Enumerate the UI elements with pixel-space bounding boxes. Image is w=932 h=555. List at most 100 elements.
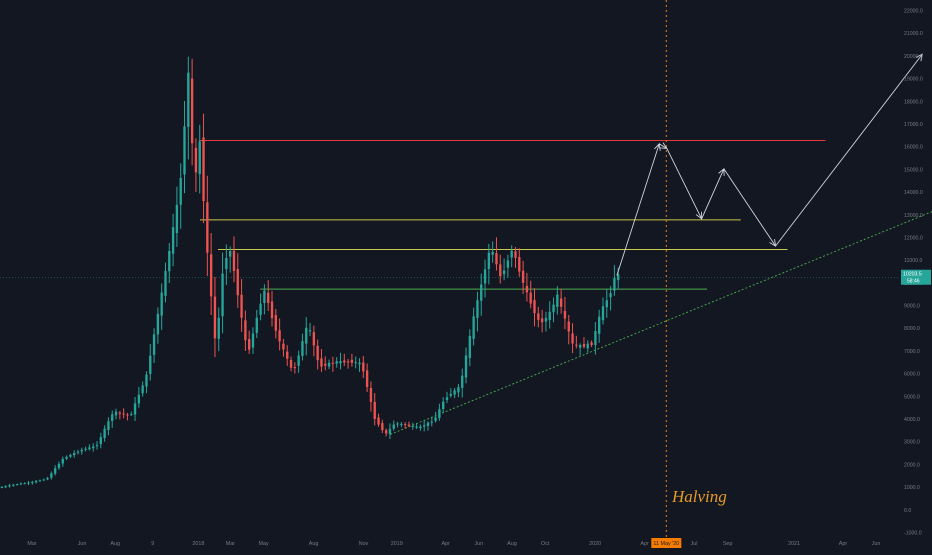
candle-body bbox=[476, 300, 479, 318]
candle-body bbox=[464, 355, 468, 378]
candle-body bbox=[38, 480, 42, 482]
candle-body bbox=[598, 316, 601, 334]
candle-body bbox=[156, 313, 160, 335]
candle-body bbox=[31, 481, 34, 484]
candle-body bbox=[103, 428, 106, 439]
candle-body bbox=[240, 294, 243, 318]
y-tick-label: 6000.0 bbox=[904, 372, 920, 378]
candle-body bbox=[518, 257, 521, 272]
candle-body bbox=[411, 425, 414, 427]
candle-body bbox=[289, 360, 293, 368]
candle-body bbox=[248, 339, 251, 350]
candle-body bbox=[502, 270, 506, 275]
x-tick-label: 2021 bbox=[788, 541, 800, 547]
x-tick-label: Sep bbox=[723, 541, 733, 547]
candle-body bbox=[407, 424, 411, 426]
projection-segment bbox=[775, 53, 923, 247]
horizontal-levels bbox=[0, 140, 900, 290]
candle-body bbox=[42, 479, 45, 481]
candle-body bbox=[95, 445, 99, 447]
candle-body bbox=[84, 448, 87, 450]
candle-body bbox=[487, 252, 491, 269]
candle-body bbox=[521, 270, 525, 283]
candle-body bbox=[544, 317, 548, 322]
x-tick-label: Jun bbox=[474, 541, 483, 547]
candle-body bbox=[27, 482, 30, 484]
candle-body bbox=[590, 342, 593, 346]
candle-body bbox=[369, 387, 373, 403]
x-tick-label: 2020 bbox=[589, 541, 601, 547]
candle-body bbox=[225, 257, 228, 270]
y-tick-label: 11000.0 bbox=[904, 258, 922, 264]
candle-body bbox=[327, 362, 331, 367]
candle-body bbox=[99, 437, 102, 445]
candle-body bbox=[617, 274, 620, 281]
price-axis[interactable]: -1000.0 0.0 1000.0 2000.0 3000.0 4000.0 5000.0… bbox=[904, 9, 923, 537]
candle-body bbox=[449, 393, 452, 396]
candle-body bbox=[4, 486, 7, 488]
y-tick-label: 5000.0 bbox=[904, 394, 920, 400]
candle-body bbox=[514, 251, 517, 258]
y-tick-label: 20000.0 bbox=[904, 54, 923, 60]
time-axis[interactable]: Mar Jun Aug 9 2018 Mar May Aug Nov 2019 Apr Jun Aug O… bbox=[27, 541, 880, 547]
y-tick-label: 19000.0 bbox=[904, 77, 923, 83]
candle-body bbox=[525, 286, 529, 293]
candle-body bbox=[111, 414, 114, 421]
y-tick-label: 18000.0 bbox=[904, 99, 923, 105]
projection-segment bbox=[701, 168, 725, 219]
candle-body bbox=[57, 463, 61, 468]
candle-body bbox=[400, 424, 403, 426]
candle-body bbox=[365, 370, 369, 387]
y-tick-label: 22000.0 bbox=[904, 9, 923, 15]
projection-path bbox=[616, 53, 923, 276]
candle-body bbox=[601, 306, 605, 321]
x-tick-label: Apr bbox=[640, 541, 649, 547]
candle-body bbox=[324, 363, 327, 366]
candle-body bbox=[392, 424, 395, 429]
candle-body bbox=[506, 260, 510, 268]
candle-body bbox=[457, 387, 460, 393]
x-tick-label: 2019 bbox=[391, 541, 403, 547]
candle-body bbox=[213, 296, 217, 339]
candle-body bbox=[130, 414, 133, 416]
x-tick-label: Mar bbox=[27, 541, 36, 547]
candle-body bbox=[69, 454, 72, 457]
candle-body bbox=[423, 425, 426, 427]
candle-body bbox=[171, 227, 175, 254]
candle-body bbox=[12, 484, 15, 486]
halving-date-label: 11 May '20 bbox=[653, 541, 679, 547]
candle-body bbox=[415, 426, 418, 428]
candle-body bbox=[461, 375, 464, 388]
candle-body bbox=[548, 311, 551, 321]
candle-body bbox=[293, 367, 297, 369]
candle-body bbox=[442, 401, 445, 410]
candle-body bbox=[346, 361, 350, 363]
candle-body bbox=[331, 362, 335, 364]
projection-segment bbox=[616, 143, 660, 276]
candle-body bbox=[320, 358, 323, 367]
candle-body bbox=[118, 412, 122, 414]
candle-body bbox=[453, 390, 456, 395]
candle-body bbox=[586, 343, 589, 349]
projection-arrowhead bbox=[915, 53, 923, 62]
candle-body bbox=[50, 473, 53, 478]
candle-body bbox=[297, 355, 300, 366]
candle-body bbox=[609, 293, 612, 298]
candle-body bbox=[259, 303, 262, 315]
candle-body bbox=[183, 126, 186, 175]
candle-body bbox=[145, 374, 148, 387]
candle-body bbox=[419, 426, 422, 429]
candle-body bbox=[198, 141, 201, 175]
x-tick-label: Aug bbox=[507, 541, 517, 547]
candle-body bbox=[430, 421, 433, 423]
candle-body bbox=[358, 362, 361, 365]
x-tick-label: May bbox=[258, 541, 268, 547]
projection-segment bbox=[659, 143, 668, 149]
candle-body bbox=[578, 344, 582, 348]
y-tick-label: 13000.0 bbox=[904, 213, 923, 219]
x-tick-label: Apr bbox=[839, 541, 848, 547]
candle-body bbox=[339, 361, 342, 364]
candle-body bbox=[362, 362, 365, 372]
